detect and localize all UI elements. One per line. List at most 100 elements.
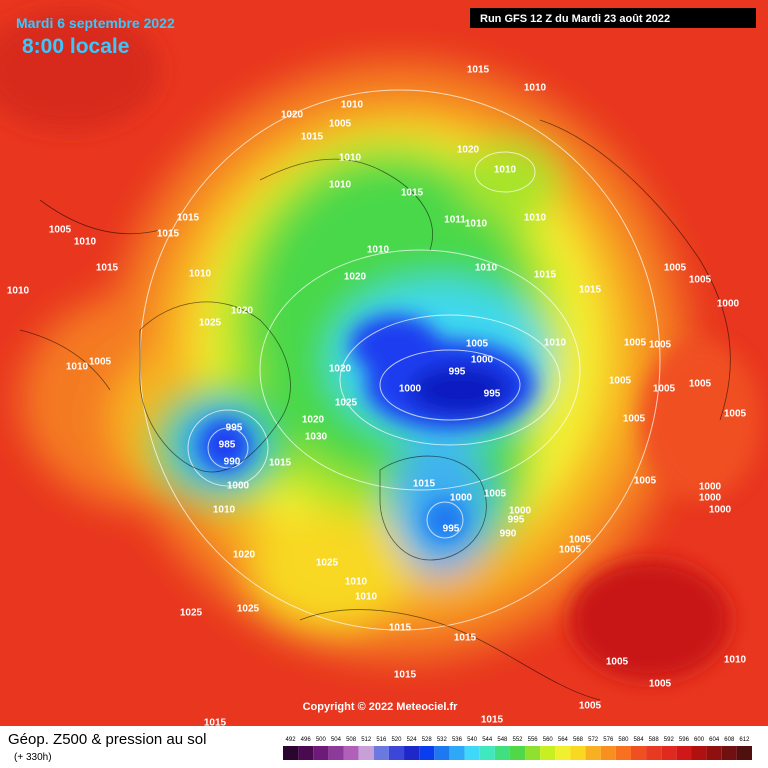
scale-label: 540 [467,737,478,743]
scale-swatch [464,746,480,760]
scale-label: 508 [346,737,357,743]
map-field [0,0,768,726]
isobar-label: 1005 [559,545,582,556]
scale-label: 496 [301,737,312,743]
scale-swatch [434,746,450,760]
isobar-label: 1005 [329,119,352,130]
scale-swatch [570,746,586,760]
isobar-label: 995 [449,367,466,378]
isobar-label: 1015 [157,229,180,240]
date-title: Mardi 6 septembre 2022 [16,15,175,31]
scale-label: 556 [528,737,539,743]
isobar-label: 1020 [344,272,367,283]
scale-swatch [298,746,314,760]
copyright: Copyright © 2022 Meteociel.fr [303,701,459,713]
scale-label: 512 [361,737,372,743]
isobar-label: 1020 [281,110,304,121]
isobar-label: 1000 [399,384,422,395]
isobar-label: 1000 [227,481,250,492]
isobar-label: 1010 [213,505,236,516]
run-info: Run GFS 12 Z du Mardi 23 août 2022 [480,13,670,25]
isobar-label: 1005 [606,657,629,668]
scale-swatch [373,746,389,760]
isobar-label: 1010 [341,100,364,111]
isobar-label: 1015 [96,263,119,274]
isobar-label: 1010 [367,245,390,256]
scale-swatch [615,746,631,760]
isobar-label: 990 [224,457,241,468]
scale-swatch [585,746,601,760]
isobar-label: 1005 [484,489,507,500]
isobar-label: 1000 [509,506,532,517]
isobar-label: 1005 [624,338,647,349]
scale-swatch [419,746,435,760]
isobar-label: 1010 [524,213,547,224]
isobar-label: 1005 [653,384,676,395]
isobar-label: 995 [508,515,525,526]
isobar-label: 1015 [401,188,424,199]
scale-swatch [721,746,737,760]
isobar-label: 1015 [394,670,417,681]
isobar-label: 1010 [339,153,362,164]
isobar-label: 1020 [231,306,254,317]
lead-time: (+ 330h) [14,752,52,763]
scale-swatch [494,746,510,760]
scale-swatch [343,746,359,760]
isobar-label: 1000 [699,493,722,504]
isobar-label: 1015 [389,623,412,634]
isobar-label: 1010 [74,237,97,248]
isobar-label: 1000 [717,299,740,310]
isobar-label: 1010 [189,269,212,280]
isobar-label: 1005 [569,535,592,546]
scale-label: 608 [724,737,735,743]
isobar-label: 1005 [49,225,72,236]
scale-swatch [358,746,374,760]
run-box [470,8,756,28]
isobar-label: 1015 [301,132,324,143]
isobar-label: 1010 [66,362,89,373]
isobar-label: 1005 [89,357,112,368]
time-title: 8:00 locale [22,35,129,58]
isobar-label: 1010 [524,83,547,94]
scale-label: 560 [543,737,554,743]
scale-swatch [449,746,465,760]
scale-swatch [328,746,344,760]
isobar-label: 1000 [699,482,722,493]
scale-swatch [509,746,526,760]
isobar-label: 1010 [465,219,488,230]
isobar-label: 1005 [579,701,602,712]
scale-label: 500 [316,737,327,743]
isobar-label: 1020 [329,364,352,375]
isobar-label: 1020 [233,550,256,561]
scale-swatch [404,746,420,760]
scale-swatch [479,746,495,760]
scale-label: 544 [482,737,493,743]
scale-swatch [706,746,722,760]
isobar-label: 1010 [345,577,368,588]
isobar-label: 1025 [335,398,358,409]
scale-label: 536 [452,737,463,743]
scale-label: 604 [709,737,720,743]
isobar-label: 1005 [649,340,672,351]
scale-label: 592 [664,737,675,743]
scale-label: 528 [422,737,433,743]
scale-swatch [661,746,677,760]
isobar-label: 1005 [466,339,489,350]
scale-label: 520 [391,737,402,743]
isobar-label: 1010 [544,338,567,349]
isobar-label: 1015 [579,285,602,296]
isobar-label: 1005 [689,275,712,286]
isobar-label: 1000 [709,505,732,516]
scale-swatch [555,746,571,760]
scale-label: 564 [558,737,569,743]
isobar-label: 1010 [494,165,517,176]
scale-label: 492 [286,737,297,743]
isobar-label: 1011 [444,215,466,226]
scale-label: 524 [407,737,418,743]
scale-swatch [313,746,329,760]
isobar-label: 1015 [467,65,490,76]
isobar-label: 1010 [7,286,30,297]
isobar-label: 1015 [481,715,504,726]
